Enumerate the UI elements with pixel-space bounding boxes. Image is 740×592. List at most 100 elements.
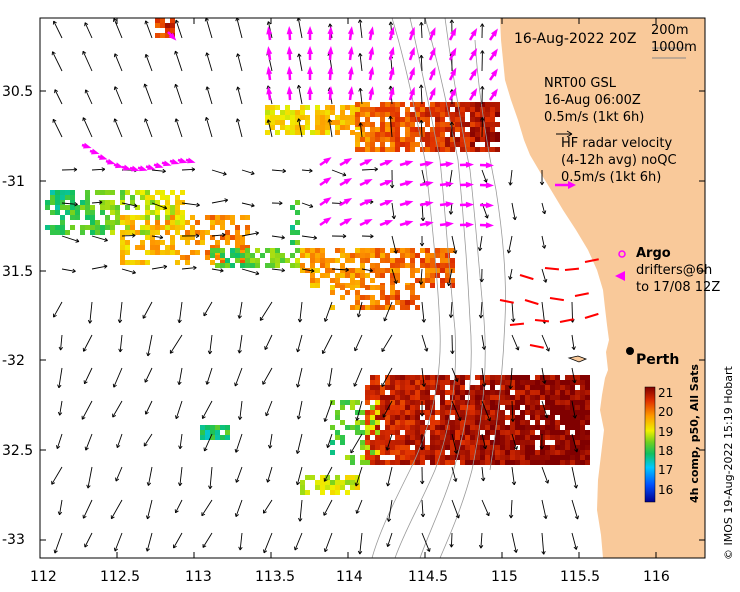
- sst-pixel: [425, 117, 430, 122]
- sst-pixel: [555, 400, 560, 405]
- sst-pixel: [485, 415, 490, 420]
- sst-pixel: [405, 395, 410, 400]
- sst-pixel: [465, 107, 470, 112]
- sst-pixel: [430, 410, 435, 415]
- gsl-arrowhead: [132, 270, 136, 275]
- sst-pixel: [405, 430, 410, 435]
- sst-pixel: [495, 107, 500, 112]
- sst-pixel: [440, 258, 445, 263]
- sst-pixel: [585, 385, 590, 390]
- sst-pixel: [375, 455, 380, 460]
- sst-pixel: [160, 250, 165, 255]
- plot-frame: [39, 17, 706, 559]
- sst-pixel: [80, 225, 85, 230]
- hf-arrowhead: [327, 86, 334, 95]
- sst-pixel: [405, 425, 410, 430]
- sst-pixel: [370, 410, 375, 415]
- sst-pixel: [385, 300, 390, 305]
- sst-pixel: [315, 268, 320, 273]
- sst-pixel: [565, 440, 570, 445]
- sst-pixel: [475, 122, 480, 127]
- sst-pixel: [370, 107, 375, 112]
- sst-pixel: [190, 235, 195, 240]
- colorbar-tick: 17: [658, 463, 674, 477]
- sst-pixel: [435, 268, 440, 273]
- colorbar-tick: 18: [658, 444, 674, 458]
- gsl-arrow: [91, 235, 108, 242]
- sst-pixel: [315, 480, 320, 485]
- sst-pixel: [490, 137, 495, 142]
- colorbar: [644, 386, 656, 503]
- sst-pixel: [290, 240, 295, 245]
- sst-pixel: [460, 132, 465, 137]
- sst-pixel: [385, 268, 390, 273]
- sst-pixel: [385, 122, 390, 127]
- sst-pixel: [300, 125, 305, 130]
- sst-pixel: [385, 375, 390, 380]
- sst-pixel: [175, 210, 180, 215]
- sst-pixel: [375, 405, 380, 410]
- sst-pixel: [125, 190, 130, 195]
- gsl-arrow: [85, 89, 93, 105]
- sst-pixel: [280, 125, 285, 130]
- sst-pixel: [395, 147, 400, 152]
- sst-pixel: [450, 137, 455, 142]
- sst-pixel: [395, 300, 400, 305]
- sst-pixel: [270, 248, 275, 253]
- hf-arrowhead: [404, 180, 414, 187]
- gsl-arrow: [298, 53, 303, 72]
- sst-pixel: [445, 122, 450, 127]
- sst-pixel: [510, 420, 515, 425]
- gsl-arrowhead: [310, 268, 315, 273]
- sst-pixel: [295, 263, 300, 268]
- gsl-arrowhead: [381, 348, 386, 352]
- gsl-arrowhead: [298, 517, 303, 522]
- sst-pixel: [360, 295, 365, 300]
- gsl-arrowhead: [222, 171, 227, 176]
- sst-pixel: [535, 410, 540, 415]
- gsl-arrowhead: [262, 509, 267, 514]
- sst-pixel: [365, 102, 370, 107]
- gsl-arrow: [91, 265, 108, 270]
- sst-pixel: [420, 380, 425, 385]
- sst-pixel: [550, 435, 555, 440]
- sst-pixel: [485, 445, 490, 450]
- sst-pixel: [135, 260, 140, 265]
- sst-pixel: [355, 248, 360, 253]
- sst-pixel: [435, 385, 440, 390]
- sst-pixel: [445, 112, 450, 117]
- sst-pixel: [155, 190, 160, 195]
- sst-pixel: [425, 122, 430, 127]
- sst-pixel: [470, 385, 475, 390]
- sst-pixel: [335, 130, 340, 135]
- hf-arrowhead: [286, 46, 293, 55]
- sst-pixel: [85, 195, 90, 200]
- sst-pixel: [475, 460, 480, 465]
- gsl-arrow: [142, 301, 153, 319]
- gsl-arrowhead: [236, 53, 241, 58]
- gsl-arrow: [350, 433, 363, 454]
- sst-pixel: [245, 225, 250, 230]
- sst-pixel: [360, 258, 365, 263]
- sst-pixel: [60, 220, 65, 225]
- sst-pixel: [440, 122, 445, 127]
- sst-pixel: [405, 253, 410, 258]
- gsl-arrowhead: [296, 84, 302, 89]
- sst-pixel: [560, 460, 565, 465]
- sst-pixel: [540, 430, 545, 435]
- sst-pixel: [535, 405, 540, 410]
- sst-pixel: [425, 253, 430, 258]
- sst-pixel: [205, 250, 210, 255]
- gsl-arrow: [391, 268, 397, 284]
- sst-pixel: [425, 395, 430, 400]
- sst-pixel: [550, 375, 555, 380]
- gsl-arrowhead: [323, 418, 328, 422]
- gsl-arrowhead: [370, 234, 374, 239]
- radar-red-arrows: [499, 258, 599, 349]
- sst-pixel: [270, 120, 275, 125]
- gsl-arrowhead: [506, 249, 512, 254]
- gsl-arrowhead: [201, 415, 206, 419]
- sst-pixel: [365, 425, 370, 430]
- sst-pixel: [110, 210, 115, 215]
- sst-pixel: [215, 255, 220, 260]
